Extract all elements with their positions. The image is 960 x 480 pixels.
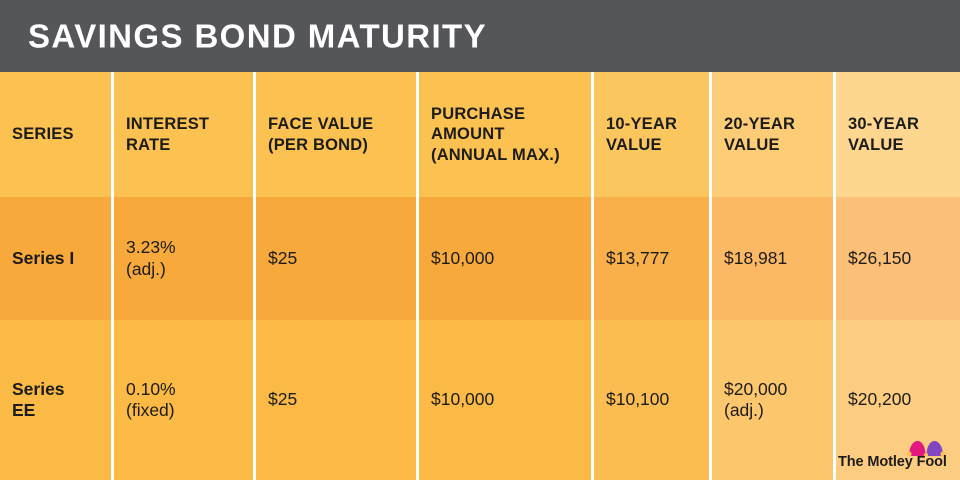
cell-purchase-amount: $10,000 [419, 197, 594, 320]
page-title: SAVINGS BOND MATURITY [28, 17, 488, 55]
cell-series: Series I [0, 197, 114, 320]
cell-value: $20,200 [848, 389, 912, 410]
cell-value: Series I [12, 247, 75, 268]
cell-value: $25 [268, 389, 298, 410]
cell-value: $25 [268, 247, 298, 268]
cell-value: $10,000 [431, 389, 495, 410]
header-label: 30-YEAR VALUE [848, 115, 920, 154]
table-header-cell-series: SERIES [0, 72, 114, 197]
cell-20-year-value: $20,000 (adj.) [712, 320, 836, 480]
cell-face-value: $25 [256, 197, 419, 320]
header-label: 20-YEAR VALUE [724, 115, 796, 154]
cell-value: $10,100 [606, 389, 670, 410]
cell-20-year-value: $18,981 [712, 197, 836, 320]
cell-interest-rate: 0.10% (fixed) [114, 320, 256, 480]
cell-face-value: $25 [256, 320, 419, 480]
table-header-cell-30-year-value: 30-YEAR VALUE [836, 72, 960, 197]
cell-value: $18,981 [724, 247, 788, 268]
savings-bond-table: SERIES INTEREST RATE FACE VALUE (PER BON… [0, 72, 960, 480]
table-header-cell-10-year-value: 10-YEAR VALUE [594, 72, 712, 197]
cell-value: $10,000 [431, 247, 495, 268]
table-header-cell-interest-rate: INTEREST RATE [114, 72, 256, 197]
header-label: PURCHASE AMOUNT (ANNUAL MAX.) [431, 105, 560, 164]
table-header-cell-20-year-value: 20-YEAR VALUE [712, 72, 836, 197]
cell-30-year-value: $26,150 [836, 197, 960, 320]
cell-value: Series EE [12, 378, 65, 420]
header-label: INTEREST RATE [126, 115, 210, 154]
cell-30-year-value: $20,200 [836, 320, 960, 480]
cell-value: 0.10% (fixed) [126, 378, 176, 420]
table-row: Series EE 0.10% (fixed) $25 $10,000 $10,… [0, 320, 960, 480]
cell-value: $26,150 [848, 247, 912, 268]
table-header-cell-purchase-amount: PURCHASE AMOUNT (ANNUAL MAX.) [419, 72, 594, 197]
title-bar: SAVINGS BOND MATURITY [0, 0, 960, 72]
cell-value: $20,000 (adj.) [724, 378, 788, 420]
header-label: SERIES [12, 125, 74, 144]
header-label: 10-YEAR VALUE [606, 115, 678, 154]
cell-interest-rate: 3.23% (adj.) [114, 197, 256, 320]
cell-purchase-amount: $10,000 [419, 320, 594, 480]
cell-value: $13,777 [606, 247, 670, 268]
header-label: FACE VALUE (PER BOND) [268, 115, 374, 154]
cell-10-year-value: $10,100 [594, 320, 712, 480]
table-header-cell-face-value: FACE VALUE (PER BOND) [256, 72, 419, 197]
cell-10-year-value: $13,777 [594, 197, 712, 320]
table-header-row: SERIES INTEREST RATE FACE VALUE (PER BON… [0, 72, 960, 197]
cell-value: 3.23% (adj.) [126, 237, 176, 279]
table-row: Series I 3.23% (adj.) $25 $10,000 $13,77… [0, 197, 960, 320]
cell-series: Series EE [0, 320, 114, 480]
